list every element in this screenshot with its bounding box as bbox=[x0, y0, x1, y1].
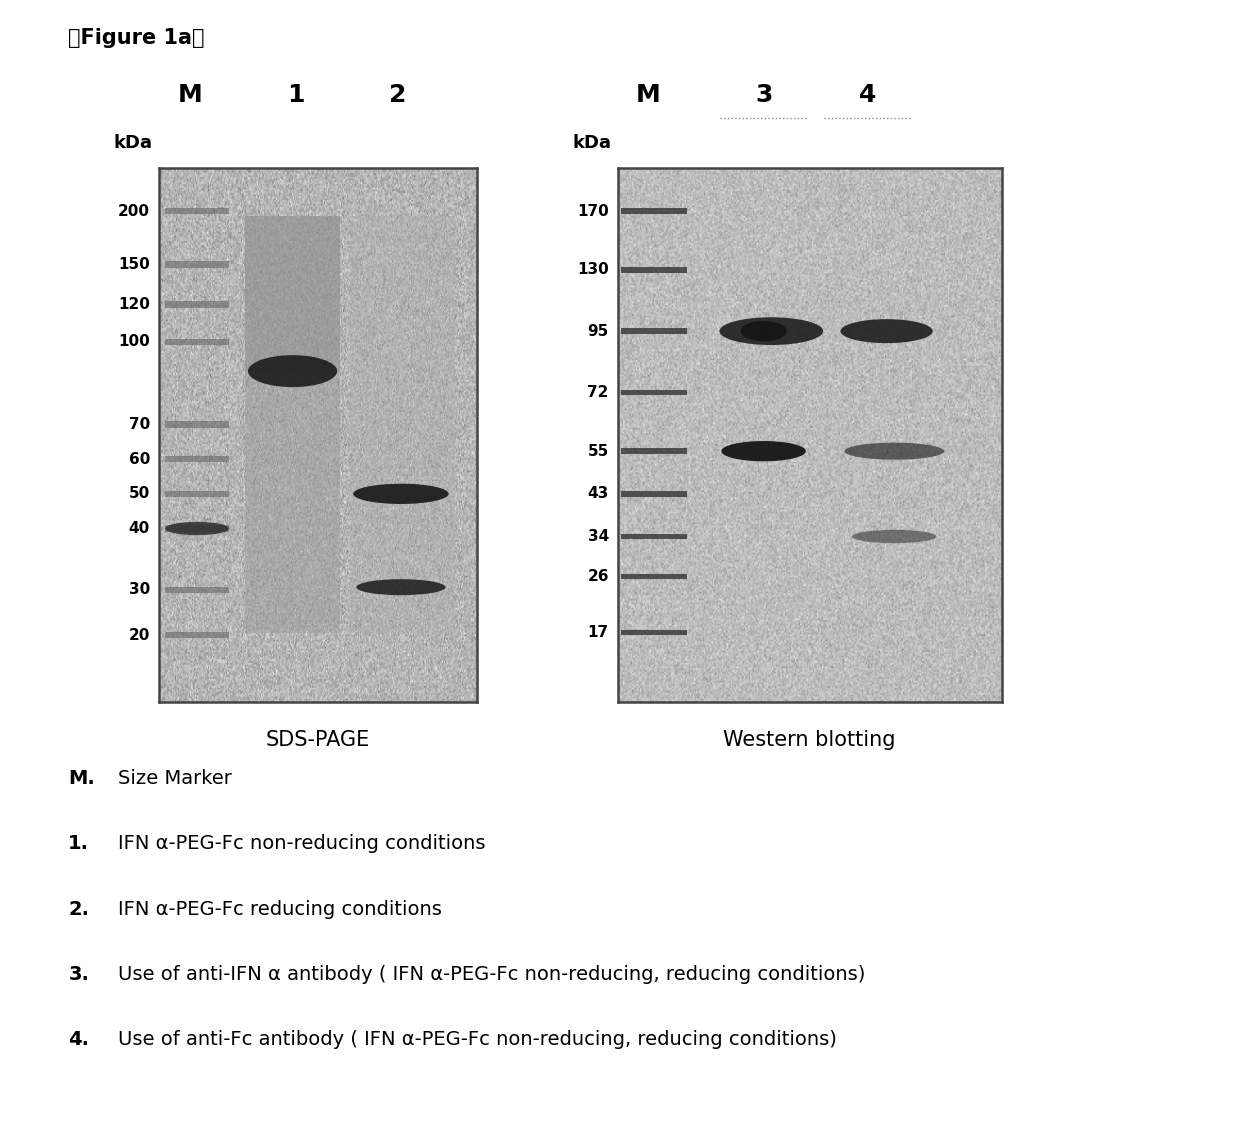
Bar bbox=[165, 456, 229, 463]
Text: 130: 130 bbox=[577, 263, 609, 277]
Bar bbox=[621, 491, 687, 496]
Bar bbox=[165, 421, 229, 428]
Ellipse shape bbox=[722, 441, 806, 462]
Bar bbox=[165, 586, 229, 593]
Text: 150: 150 bbox=[118, 257, 150, 272]
Text: Western blotting: Western blotting bbox=[723, 730, 897, 750]
Text: 20: 20 bbox=[129, 628, 150, 642]
Text: kDa: kDa bbox=[114, 134, 153, 152]
Bar bbox=[165, 526, 229, 531]
Text: 4: 4 bbox=[858, 83, 877, 107]
Text: 55: 55 bbox=[588, 444, 609, 458]
Bar bbox=[165, 208, 229, 214]
Text: kDa: kDa bbox=[573, 134, 611, 152]
Text: M.: M. bbox=[68, 769, 95, 788]
Ellipse shape bbox=[165, 522, 229, 536]
Text: 60: 60 bbox=[129, 451, 150, 467]
Text: 』Figure 1a』: 』Figure 1a』 bbox=[68, 28, 205, 48]
Ellipse shape bbox=[719, 318, 823, 345]
Text: 26: 26 bbox=[588, 569, 609, 584]
Text: 70: 70 bbox=[129, 417, 150, 432]
Ellipse shape bbox=[353, 484, 449, 504]
Bar bbox=[165, 632, 229, 638]
Bar bbox=[621, 574, 687, 579]
Bar bbox=[621, 630, 687, 636]
Bar bbox=[621, 267, 687, 273]
Bar bbox=[244, 217, 340, 632]
Text: 1.: 1. bbox=[68, 834, 89, 853]
Text: M: M bbox=[179, 83, 203, 107]
Bar bbox=[165, 262, 229, 267]
Text: IFN α-PEG-Fc non-reducing conditions: IFN α-PEG-Fc non-reducing conditions bbox=[118, 834, 485, 853]
Text: 200: 200 bbox=[118, 203, 150, 219]
Text: Use of anti-Fc antibody ( IFN α-PEG-Fc non-reducing, reducing conditions): Use of anti-Fc antibody ( IFN α-PEG-Fc n… bbox=[118, 1030, 837, 1049]
Text: 170: 170 bbox=[577, 203, 609, 219]
Text: 3: 3 bbox=[755, 83, 773, 107]
Bar bbox=[621, 533, 687, 539]
Bar bbox=[165, 491, 229, 497]
Bar bbox=[244, 217, 340, 371]
Text: 72: 72 bbox=[588, 385, 609, 400]
Text: 50: 50 bbox=[129, 486, 150, 501]
Bar bbox=[165, 339, 229, 345]
Text: SDS-PAGE: SDS-PAGE bbox=[265, 730, 371, 750]
Ellipse shape bbox=[740, 321, 786, 341]
Text: Size Marker: Size Marker bbox=[118, 769, 232, 788]
Text: 43: 43 bbox=[588, 486, 609, 501]
Text: 34: 34 bbox=[588, 529, 609, 544]
Bar bbox=[621, 448, 687, 454]
Bar bbox=[621, 208, 687, 214]
Text: IFN α-PEG-Fc reducing conditions: IFN α-PEG-Fc reducing conditions bbox=[118, 900, 441, 919]
Text: 1: 1 bbox=[286, 83, 305, 107]
Ellipse shape bbox=[844, 442, 945, 459]
Text: Use of anti-IFN α antibody ( IFN α-PEG-Fc non-reducing, reducing conditions): Use of anti-IFN α antibody ( IFN α-PEG-F… bbox=[118, 965, 866, 984]
Bar bbox=[350, 217, 455, 632]
Ellipse shape bbox=[852, 530, 936, 544]
Ellipse shape bbox=[841, 319, 932, 344]
Ellipse shape bbox=[248, 355, 337, 387]
Bar bbox=[621, 328, 687, 334]
Text: 95: 95 bbox=[588, 323, 609, 339]
Text: M: M bbox=[636, 83, 661, 107]
Text: 17: 17 bbox=[588, 626, 609, 640]
Text: 40: 40 bbox=[129, 521, 150, 536]
Text: 30: 30 bbox=[129, 583, 150, 597]
Bar bbox=[165, 301, 229, 308]
Bar bbox=[621, 390, 687, 395]
Text: 2: 2 bbox=[389, 83, 407, 107]
Text: 120: 120 bbox=[118, 296, 150, 312]
Text: 100: 100 bbox=[118, 335, 150, 349]
Text: 3.: 3. bbox=[68, 965, 89, 984]
Text: 2.: 2. bbox=[68, 900, 89, 919]
Text: 4.: 4. bbox=[68, 1030, 89, 1049]
Ellipse shape bbox=[356, 579, 445, 595]
